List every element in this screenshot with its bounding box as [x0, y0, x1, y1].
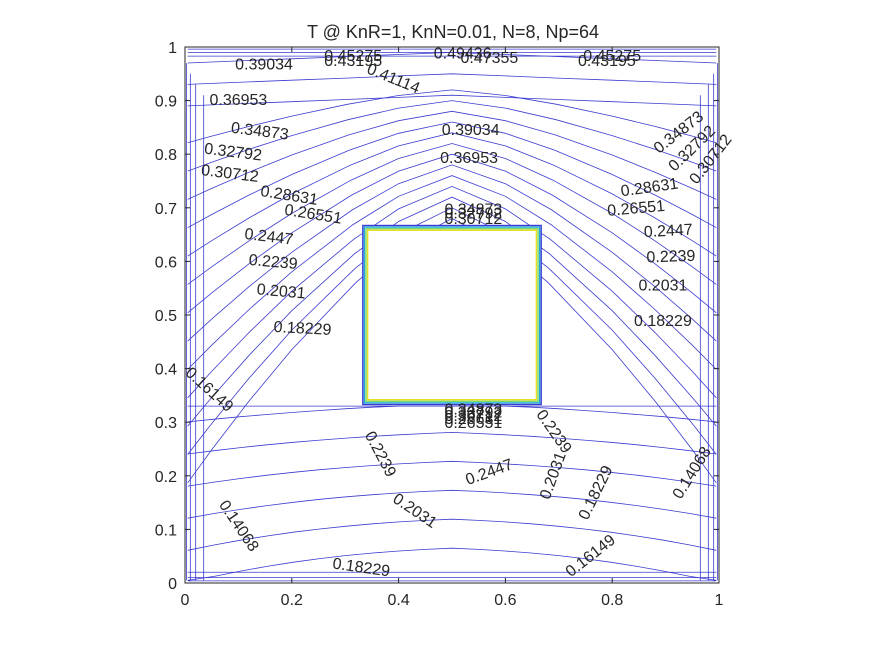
- contour-label: 0.28631: [444, 411, 502, 428]
- x-axis: 0 0.2 0.4 0.6 0.8 1: [181, 47, 724, 609]
- contour-label: 0.18229: [273, 319, 332, 339]
- contour-label: 0.2031: [638, 278, 687, 295]
- y-tick-label: 0.8: [155, 147, 177, 164]
- contour-label: 0.47355: [460, 50, 518, 67]
- contour-line-lower: [187, 518, 717, 551]
- contour-label: 0.30712: [444, 408, 502, 425]
- contour-line-lower: [187, 460, 717, 487]
- y-tick-label: 0.3: [155, 415, 177, 432]
- contour-label: 0.43195: [324, 53, 382, 70]
- contour-label: 0.45275: [324, 48, 382, 65]
- contour-label: 0.26551: [444, 415, 502, 432]
- heated-block-edge: [365, 227, 539, 403]
- y-tick-label: 0.5: [155, 308, 177, 325]
- contour-label: 0.18229: [634, 313, 692, 330]
- y-tick-label: 0.1: [155, 522, 177, 539]
- contour-line-upper: [187, 121, 717, 229]
- contour-line-upper: [187, 207, 717, 455]
- x-tick-label: 0.6: [494, 592, 516, 609]
- contour-line-lower: [187, 431, 717, 455]
- x-tick-label: 0.8: [601, 592, 623, 609]
- contour-line-upper: [187, 164, 717, 342]
- contour-label: 0.39034: [442, 122, 500, 139]
- contour-line-upper: [187, 110, 717, 200]
- contour-line-upper: [187, 185, 717, 399]
- contour-lines: [186, 48, 718, 582]
- contour-line-upper: [187, 89, 717, 144]
- y-tick-label: 0.9: [155, 94, 177, 111]
- y-tick-label: 0.2: [155, 469, 177, 486]
- contour-label: 0.32792: [444, 405, 502, 422]
- heated-block-edge: [363, 226, 541, 404]
- contour-line-upper: [187, 153, 717, 314]
- contour-line-lower: [187, 489, 717, 519]
- heated-block-fill: [362, 225, 542, 405]
- contour-label: 0.2239: [248, 252, 298, 273]
- x-tick-label: 0: [181, 592, 190, 609]
- contour-label: 0.43195: [578, 53, 636, 70]
- contour-line-lower: [187, 547, 717, 581]
- contour-label: 0.49436: [434, 45, 492, 62]
- x-tick-label: 0.2: [281, 592, 303, 609]
- contour-label: 0.36953: [440, 150, 498, 167]
- contour-label: 0.26551: [607, 198, 666, 220]
- contour-line-upper: [187, 94, 717, 107]
- x-tick-label: 0.4: [387, 592, 409, 609]
- y-tick-label: 1: [168, 40, 177, 57]
- heated-block-edge: [362, 224, 542, 406]
- contour-label: 0.39034: [235, 57, 293, 74]
- contour-label: 0.2239: [646, 248, 696, 267]
- contour-label: 0.36953: [209, 92, 267, 109]
- contour-line-upper: [187, 132, 717, 257]
- y-tick-label: 0.7: [155, 201, 177, 218]
- heated-block-edge: [366, 229, 538, 401]
- chart-title: T @ KnR=1, KnN=0.01, N=8, Np=64: [307, 22, 599, 42]
- contour-label: 0.34873: [230, 120, 290, 144]
- contour-line-upper: [187, 73, 717, 85]
- contour-label: 0.2447: [643, 222, 693, 242]
- contour-label: 0.2031: [256, 281, 306, 302]
- y-tick-label: 0.6: [155, 254, 177, 271]
- contour-line-upper: [187, 218, 717, 484]
- contour-label: 0.32792: [444, 206, 502, 223]
- contour-label: 0.34873: [444, 401, 502, 418]
- contour-line-upper: [187, 100, 717, 172]
- contour-line-upper: [187, 175, 717, 370]
- contour-line-upper: [187, 143, 717, 285]
- y-axis: 0 0.1 0.2 0.3 0.4 0.5 0.6 0.7 0.8 0.9 1: [155, 40, 719, 593]
- contour-label: 0.30712: [200, 162, 260, 186]
- x-tick-label: 1: [715, 592, 724, 609]
- contour-line-upper: [187, 196, 717, 427]
- contour-label: 0.45275: [583, 48, 641, 65]
- heated-block: [362, 224, 542, 406]
- y-tick-label: 0: [168, 576, 177, 593]
- y-tick-label: 0.4: [155, 362, 177, 379]
- contour-label: 0.30712: [444, 211, 502, 228]
- contour-label: 0.32792: [203, 141, 263, 165]
- contour-label: 0.34873: [444, 201, 502, 218]
- contour-label: 0.2447: [244, 226, 295, 249]
